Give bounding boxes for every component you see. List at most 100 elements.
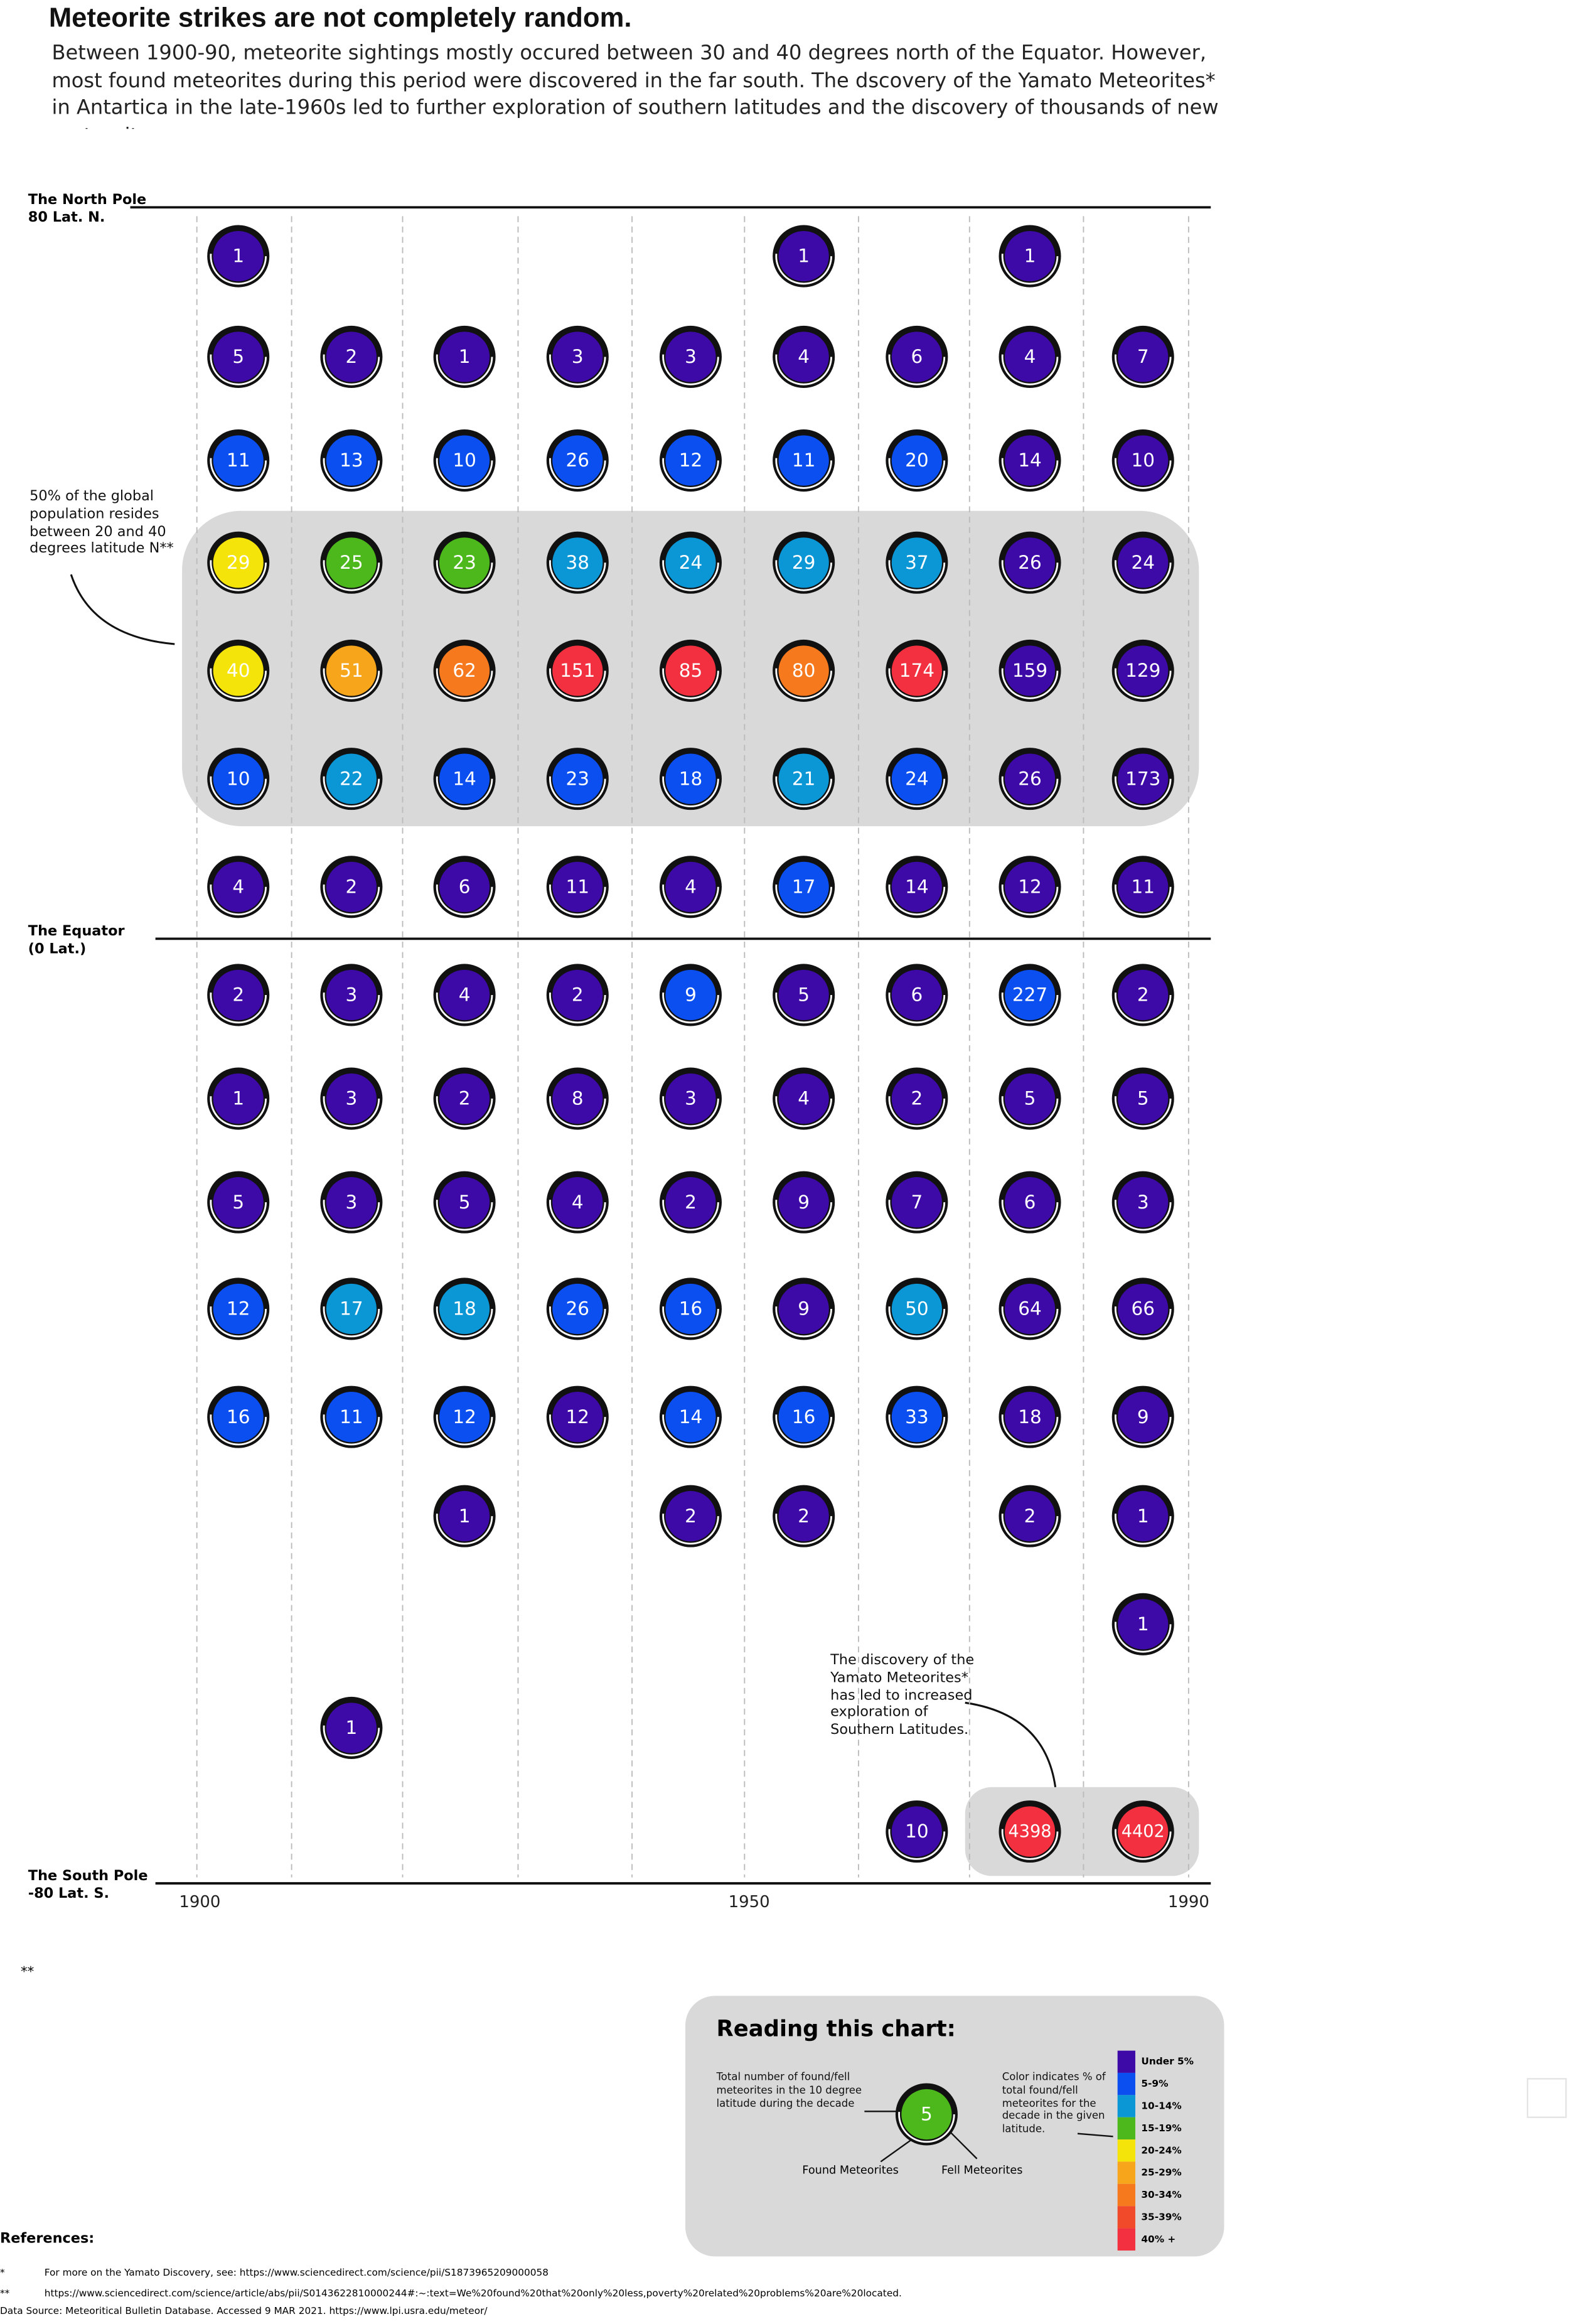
dot-ring-gap bbox=[888, 1280, 946, 1338]
dot-label: 2 bbox=[346, 876, 358, 897]
dot-label: 2 bbox=[346, 346, 358, 367]
legend-color-box: Color indicates % of total found/fell me… bbox=[1002, 2072, 1106, 2136]
dot bbox=[665, 1073, 716, 1124]
dot bbox=[552, 969, 603, 1021]
dot-label: 4 bbox=[459, 984, 471, 1006]
dot bbox=[552, 331, 603, 382]
dot bbox=[213, 645, 264, 696]
dot bbox=[326, 969, 377, 1021]
dot-label: 14 bbox=[1018, 449, 1042, 471]
dot bbox=[665, 1177, 716, 1228]
dot-ring-gap bbox=[323, 1070, 380, 1127]
dot-ring-gap bbox=[210, 1280, 267, 1338]
dot bbox=[439, 1177, 490, 1228]
dot-ring-gap bbox=[549, 1070, 606, 1127]
dot-label: 16 bbox=[679, 1298, 703, 1320]
dot-label: 5 bbox=[459, 1192, 471, 1213]
dot bbox=[1118, 753, 1169, 804]
dot-label: 10 bbox=[452, 449, 476, 471]
dot bbox=[1118, 537, 1169, 588]
dot-label: 3 bbox=[346, 984, 358, 1006]
dot-label: 7 bbox=[1137, 346, 1149, 367]
dot-ring-gap bbox=[775, 1173, 832, 1231]
dot bbox=[778, 753, 829, 804]
dot-ring-gap bbox=[775, 1280, 832, 1338]
dot-label: 6 bbox=[911, 984, 923, 1006]
dot bbox=[213, 753, 264, 804]
dot-label: 38 bbox=[566, 552, 590, 573]
dot bbox=[326, 537, 377, 588]
dot bbox=[326, 1177, 377, 1228]
dot bbox=[1118, 331, 1169, 382]
dot-ring-gap bbox=[323, 432, 380, 489]
dot-ring-gap bbox=[662, 1070, 719, 1127]
dot-label: 12 bbox=[566, 1406, 590, 1428]
dot bbox=[552, 861, 603, 912]
dot-ring-gap bbox=[210, 858, 267, 916]
dot-ring-gap bbox=[1114, 642, 1172, 699]
dot-label: 26 bbox=[566, 449, 590, 471]
dot-ring-gap bbox=[1001, 1487, 1059, 1545]
dot-ring-gap bbox=[775, 1388, 832, 1446]
dot bbox=[778, 435, 829, 486]
dot bbox=[891, 331, 942, 382]
dot-label: 29 bbox=[792, 552, 816, 573]
dot bbox=[665, 969, 716, 1021]
dot bbox=[1004, 1283, 1056, 1335]
dot-ring-gap bbox=[1114, 750, 1172, 807]
dot bbox=[213, 537, 264, 588]
dot bbox=[439, 1283, 490, 1335]
dot-label: 9 bbox=[798, 1192, 810, 1213]
legend-total-note: Total number of found/fell meteorites in… bbox=[716, 2071, 862, 2109]
legend-label: 15-19% bbox=[1141, 2122, 1181, 2134]
dot-label: 2 bbox=[459, 1088, 471, 1109]
dot bbox=[1118, 1491, 1169, 1542]
legend-swatch bbox=[1117, 2206, 1135, 2229]
empty-box bbox=[1526, 2078, 1567, 2118]
dot bbox=[326, 331, 377, 382]
dot-ring-gap bbox=[1001, 534, 1059, 591]
dot-label: 4 bbox=[572, 1192, 584, 1213]
dot-ring-gap bbox=[436, 966, 493, 1024]
dot-label: 11 bbox=[792, 449, 816, 471]
legend-found-label: Found Meteorites bbox=[802, 2165, 899, 2177]
yamato-note: The discovery of the Yamato Meteorites* … bbox=[830, 1652, 975, 1739]
dot-ring-gap bbox=[436, 642, 493, 699]
dot bbox=[1118, 435, 1169, 486]
dot-label: 62 bbox=[452, 660, 476, 681]
dot-label: 40 bbox=[227, 660, 250, 681]
dot bbox=[778, 537, 829, 588]
north-pole-label: 80 Lat. N. bbox=[28, 209, 105, 225]
dot-ring-gap bbox=[436, 1487, 493, 1545]
dot bbox=[439, 645, 490, 696]
dot bbox=[1118, 861, 1169, 912]
dot bbox=[213, 969, 264, 1021]
dot-label: 12 bbox=[679, 449, 703, 471]
legend-title: Reading this chart: bbox=[717, 2016, 956, 2042]
dot bbox=[1118, 645, 1169, 696]
dot-label: 5 bbox=[1024, 1088, 1036, 1109]
dot-ring-gap bbox=[323, 858, 380, 916]
dot bbox=[1004, 537, 1056, 588]
dot bbox=[891, 645, 942, 696]
dot-label: 26 bbox=[1018, 552, 1042, 573]
dot-ring-gap bbox=[888, 858, 946, 916]
dot-ring-gap bbox=[775, 227, 832, 285]
dot-ring-gap bbox=[210, 966, 267, 1024]
dot-label: 16 bbox=[227, 1406, 250, 1428]
dot-label: 12 bbox=[452, 1406, 476, 1428]
dot-ring-gap bbox=[662, 966, 719, 1024]
dot-label: 20 bbox=[905, 449, 929, 471]
dot bbox=[552, 1177, 603, 1228]
dot-label: 11 bbox=[227, 449, 250, 471]
dot-ring-gap bbox=[1001, 227, 1059, 285]
dot-ring-gap bbox=[888, 966, 946, 1024]
dot bbox=[439, 537, 490, 588]
dot-ring-gap bbox=[888, 1388, 946, 1446]
dot-label: 64 bbox=[1018, 1298, 1042, 1320]
dot-ring-gap bbox=[888, 750, 946, 807]
dot-label: 4 bbox=[685, 876, 697, 897]
dot bbox=[326, 645, 377, 696]
dot-label: 16 bbox=[792, 1406, 816, 1428]
